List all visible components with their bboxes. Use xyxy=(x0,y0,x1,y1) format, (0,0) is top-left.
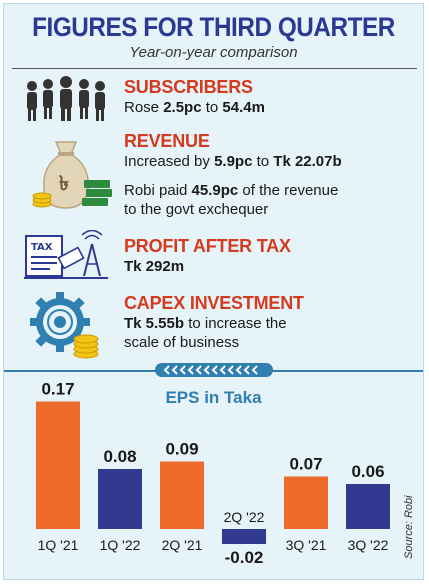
gear-coins-icon xyxy=(30,292,99,359)
source-note: Source: Robi xyxy=(403,495,415,559)
eps-value-label: 0.08 xyxy=(103,447,136,466)
eps-value-label: 0.07 xyxy=(289,455,322,474)
eps-chart-panel: EPS in Taka xyxy=(4,363,423,579)
money-bag-coins-icon: ৳ xyxy=(32,141,112,209)
revenue-section: REVENUE Increased by 5.9pc to Tk 22.07b … xyxy=(124,131,419,219)
tax-document-icon: TAX xyxy=(24,230,108,279)
chevron-divider-icon xyxy=(155,363,273,377)
eps-bar xyxy=(160,461,204,529)
eps-category-label: 1Q '22 xyxy=(100,537,141,553)
chart-title: EPS in Taka xyxy=(165,388,262,407)
eps-category-label: 3Q '22 xyxy=(348,537,389,553)
subscribers-section: SUBSCRIBERS Rose 2.5pc to 54.4m xyxy=(124,77,419,117)
eps-value-label: 0.17 xyxy=(41,380,74,399)
eps-bar xyxy=(98,469,142,529)
eps-bar xyxy=(36,401,80,529)
capex-text: Tk 5.55b to increase the scale of busines… xyxy=(124,315,287,351)
svg-text:৳: ৳ xyxy=(59,171,69,195)
revenue-heading: REVENUE xyxy=(124,131,210,151)
eps-category-label: 1Q '21 xyxy=(38,537,79,553)
eps-value-label: 0.09 xyxy=(165,440,198,459)
eps-value-label: 0.06 xyxy=(351,462,384,481)
svg-text:TAX: TAX xyxy=(31,242,53,253)
eps-bar xyxy=(222,529,266,544)
eps-bar-chart: 0.17 1Q '21 0.08 1Q '22 0.09 2Q '21 -0.02 2Q '2… xyxy=(36,380,390,567)
people-group-icon xyxy=(27,76,105,121)
subscribers-heading: SUBSCRIBERS xyxy=(124,77,253,97)
capex-heading: CAPEX INVESTMENT xyxy=(124,293,304,313)
eps-category-label: 3Q '21 xyxy=(286,537,327,553)
subscribers-text: Rose 2.5pc to 54.4m xyxy=(124,99,265,116)
revenue-growth-text: Increased by 5.9pc to Tk 22.07b xyxy=(124,153,342,170)
eps-category-label: 2Q '22 xyxy=(224,509,265,525)
eps-bar xyxy=(284,476,328,529)
revenue-exchequer-text: Robi paid 45.9pc of the revenue to the go… xyxy=(124,182,339,218)
infographic-card: FIGURES FOR THIRD QUARTER Year-on-year c… xyxy=(3,3,424,580)
eps-category-label: 2Q '21 xyxy=(162,537,203,553)
profit-value: Tk 292m xyxy=(124,258,185,275)
title-divider xyxy=(12,68,417,69)
profit-section: PROFIT AFTER TAX Tk 292m xyxy=(124,236,419,276)
eps-bar xyxy=(346,484,390,529)
page-subtitle: Year-on-year comparison xyxy=(129,44,298,61)
profit-heading: PROFIT AFTER TAX xyxy=(124,236,291,256)
capex-section: CAPEX INVESTMENT Tk 5.55b to increase th… xyxy=(124,293,419,352)
page-title: FIGURES FOR THIRD QUARTER xyxy=(32,12,395,42)
eps-value-label: -0.02 xyxy=(225,548,264,567)
